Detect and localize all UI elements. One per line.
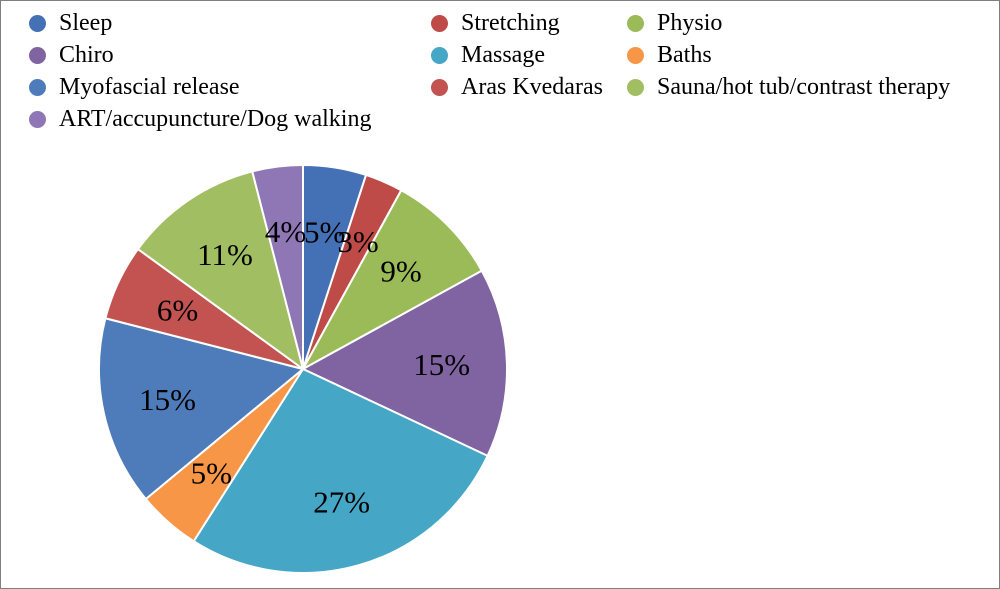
legend-item-myofascial-release: Myofascial release xyxy=(29,73,431,101)
legend-label: Sauna/hot tub/contrast therapy xyxy=(657,73,951,100)
legend-label: Stretching xyxy=(461,9,560,36)
legend-label: Aras Kvedaras xyxy=(461,73,603,100)
pie-percent-label: 5% xyxy=(191,456,232,491)
pie-slice-art-accupuncture-dog-walking xyxy=(251,164,304,370)
pie-percent-label: 11% xyxy=(197,237,253,272)
legend-item-baths: Baths xyxy=(627,41,993,69)
pie-percent-label: 27% xyxy=(313,485,370,520)
pie-percent-label: 15% xyxy=(139,382,196,417)
legend-swatch-icon xyxy=(29,46,46,64)
legend-swatch-icon xyxy=(627,46,644,64)
pie-percent-label: 5% xyxy=(304,215,345,250)
legend-swatch-icon xyxy=(627,14,644,32)
legend-swatch-icon xyxy=(29,14,46,32)
legend-label: Myofascial release xyxy=(59,73,240,100)
legend-item-stretching: Stretching xyxy=(431,9,627,37)
pie-percent-label: 3% xyxy=(337,224,378,259)
legend-label: Massage xyxy=(461,41,545,68)
legend-item-massage: Massage xyxy=(431,41,627,69)
legend-swatch-icon xyxy=(431,14,448,32)
legend-item-physio: Physio xyxy=(627,9,993,37)
pie-slice-sauna-hot-tub-contrast-therapy xyxy=(136,170,304,370)
pie-slice-myofascial-release xyxy=(98,317,304,501)
pie-slice-physio xyxy=(302,189,483,370)
legend-label: Baths xyxy=(657,41,712,68)
legend-item-aras-kvedaras: Aras Kvedaras xyxy=(431,73,627,101)
legend-item-chiro: Chiro xyxy=(29,41,431,69)
pie-percent-label: 9% xyxy=(380,253,421,288)
legend-label: Sleep xyxy=(59,9,113,36)
legend-swatch-icon xyxy=(29,110,46,128)
legend-item-sleep: Sleep xyxy=(29,9,431,37)
pie-percent-label: 4% xyxy=(265,214,306,249)
legend-swatch-icon xyxy=(431,78,448,96)
legend-label: ART/accupuncture/Dog walking xyxy=(59,105,372,132)
legend-swatch-icon xyxy=(627,78,644,96)
pie-slice-chiro xyxy=(302,269,508,457)
legend-swatch-icon xyxy=(29,78,46,96)
legend-swatch-icon xyxy=(431,46,448,64)
pie-slice-massage xyxy=(192,368,489,574)
pie-percent-label: 6% xyxy=(157,292,198,327)
legend-item-art-accupuncture-dog-walking: ART/accupuncture/Dog walking xyxy=(29,105,431,133)
legend-label: Chiro xyxy=(59,41,114,68)
pie-percent-label: 15% xyxy=(413,347,470,382)
legend-label: Physio xyxy=(657,9,723,36)
legend-item-sauna-hot-tub-contrast-therapy: Sauna/hot tub/contrast therapy xyxy=(627,73,993,101)
chart-legend: Sleep Stretching Physio Chiro Massage Baths My… xyxy=(29,9,993,133)
